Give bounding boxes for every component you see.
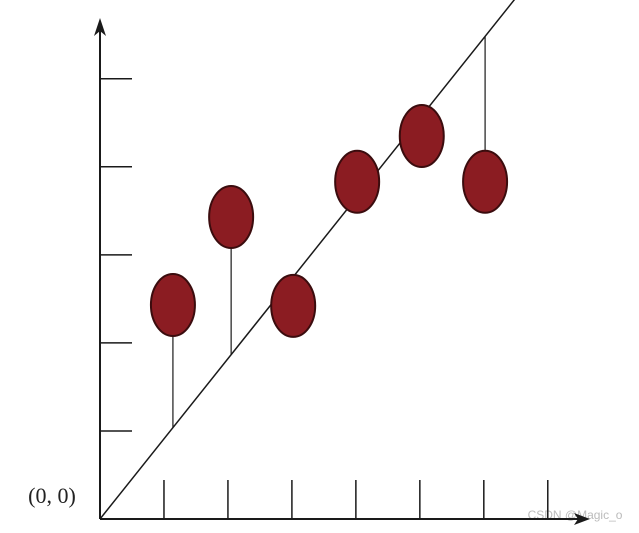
origin-label: (0, 0): [28, 483, 76, 508]
point: [149, 273, 196, 338]
point: [462, 149, 509, 214]
point: [208, 184, 255, 249]
point: [398, 103, 445, 168]
point: [334, 149, 381, 214]
watermark: CSDN @Magic_o: [528, 508, 623, 522]
y-axis-arrow: [94, 18, 106, 36]
x-axis-arrow: [574, 513, 590, 525]
fit-line: [99, 0, 516, 520]
point: [270, 273, 317, 338]
